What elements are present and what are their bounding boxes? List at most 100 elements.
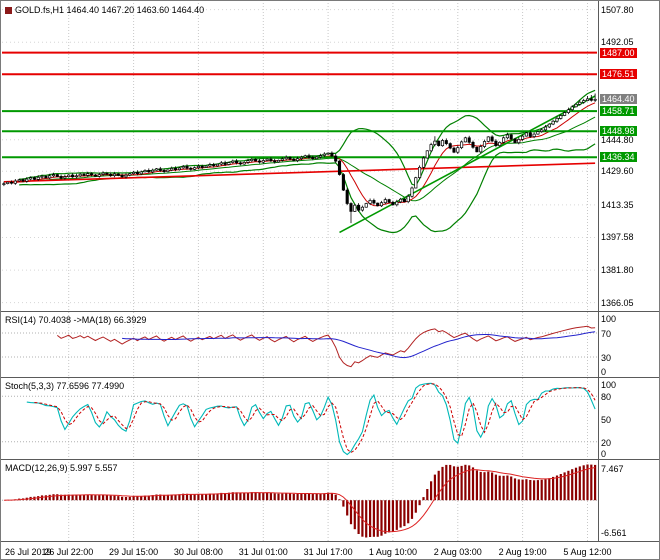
price-axis-label: 1381.80 — [601, 265, 634, 276]
candle-body — [265, 158, 269, 161]
candle-body — [90, 173, 94, 176]
time-axis-label: 29 Jul 15:00 — [109, 547, 159, 557]
candle-body — [425, 150, 429, 159]
candle-body — [204, 165, 208, 168]
resistance-price-badge: 1487.00 — [600, 47, 637, 58]
candle-body — [532, 133, 536, 137]
candle-body — [44, 175, 48, 179]
macd-signal-line — [3, 467, 596, 533]
candle-body — [32, 177, 36, 180]
stoch-axis-label: 80 — [601, 392, 612, 403]
candle-body — [124, 174, 128, 178]
candle-body — [63, 176, 67, 179]
candle-body — [402, 198, 406, 203]
candle-body — [269, 158, 273, 162]
candle-body — [143, 170, 147, 173]
candle-body — [181, 166, 185, 169]
candle-body — [51, 174, 56, 177]
stoch-d-line — [34, 383, 596, 454]
candle-body — [463, 137, 467, 143]
candle-body — [273, 160, 277, 163]
time-axis-label: 1 Aug 10:00 — [368, 547, 417, 557]
candle-body — [399, 198, 403, 203]
candle-body — [154, 168, 159, 171]
candle-body — [505, 134, 509, 139]
support-price-badge: 1436.34 — [600, 152, 637, 163]
candle-body — [440, 140, 445, 147]
stoch-axis-label: 100 — [601, 380, 617, 390]
stoch-axis-label: 0 — [601, 449, 607, 459]
candle-body — [284, 157, 288, 160]
candle-body — [242, 162, 246, 165]
candle-body — [593, 98, 597, 101]
candle-body — [368, 200, 372, 204]
candle-body — [589, 98, 593, 101]
candle-body — [139, 171, 143, 175]
candle-body — [97, 174, 101, 177]
candle-body — [475, 146, 479, 153]
candle-body — [193, 167, 197, 170]
candle-body — [566, 109, 570, 113]
price-axis-label: 1366.05 — [601, 297, 634, 308]
stoch-axis-label: 20 — [601, 437, 612, 448]
fast-ma-line — [11, 102, 596, 207]
time-axis-label: 26 Jul 2019 — [5, 547, 52, 557]
candle-body — [303, 155, 307, 158]
candle-body — [109, 174, 113, 176]
candle-body — [582, 100, 586, 103]
candle-body — [238, 162, 242, 165]
candle-body — [235, 160, 239, 164]
candle-body — [498, 141, 502, 146]
candle-body — [330, 152, 334, 157]
bollinger-upper-line — [19, 89, 596, 187]
candle-body — [406, 195, 410, 203]
candle-body — [215, 163, 220, 167]
candle-body — [536, 131, 540, 135]
main-chart-area[interactable] — [2, 3, 597, 311]
candle-body — [29, 177, 33, 180]
candle-body — [555, 117, 559, 122]
candle-body — [318, 155, 323, 158]
candle-body — [486, 136, 490, 142]
time-axis-label: 30 Jul 08:00 — [173, 547, 223, 557]
resistance-price-badge: 1476.51 — [600, 69, 637, 80]
candle-body — [257, 160, 262, 163]
candle-body — [48, 175, 52, 179]
candle-body — [521, 135, 525, 140]
candle-body — [196, 165, 200, 169]
candle-body — [341, 174, 345, 191]
candle-body — [250, 158, 254, 162]
macd-axis-label: 7.467 — [601, 464, 624, 474]
candle-body — [2, 183, 6, 185]
candle-body — [280, 158, 284, 161]
candle-body — [456, 147, 460, 153]
candle-body — [219, 162, 223, 165]
price-axis-label: 1507.80 — [601, 4, 634, 15]
time-axis-label: 31 Jul 17:00 — [303, 547, 353, 557]
candle-body — [387, 199, 391, 203]
candle-body — [353, 204, 357, 212]
candle-body — [276, 159, 281, 163]
macd-axis-label: -6.561 — [601, 528, 627, 538]
candle-body — [452, 147, 456, 153]
candle-body — [570, 106, 574, 111]
time-axis-label: 2 Aug 19:00 — [498, 547, 547, 557]
symbol-title: GOLD.fs,H1 1464.40 1467.20 1463.60 1464.… — [5, 5, 204, 15]
candle-body — [540, 129, 544, 132]
candle-body — [208, 164, 212, 167]
time-axis-label: 5 Aug 12:00 — [563, 547, 612, 557]
candle-body — [78, 173, 82, 177]
macd-label: MACD(12,26,9) 5.997 5.557 — [5, 463, 118, 473]
candle-body — [59, 176, 63, 179]
red-trendline — [3, 162, 596, 183]
candle-body — [513, 138, 517, 144]
candle-body — [135, 171, 139, 175]
candle-body — [105, 172, 109, 175]
candle-body — [21, 179, 25, 182]
candle-body — [448, 143, 452, 149]
candle-body — [372, 200, 376, 204]
candle-body — [74, 175, 78, 178]
candle-body — [147, 170, 151, 173]
